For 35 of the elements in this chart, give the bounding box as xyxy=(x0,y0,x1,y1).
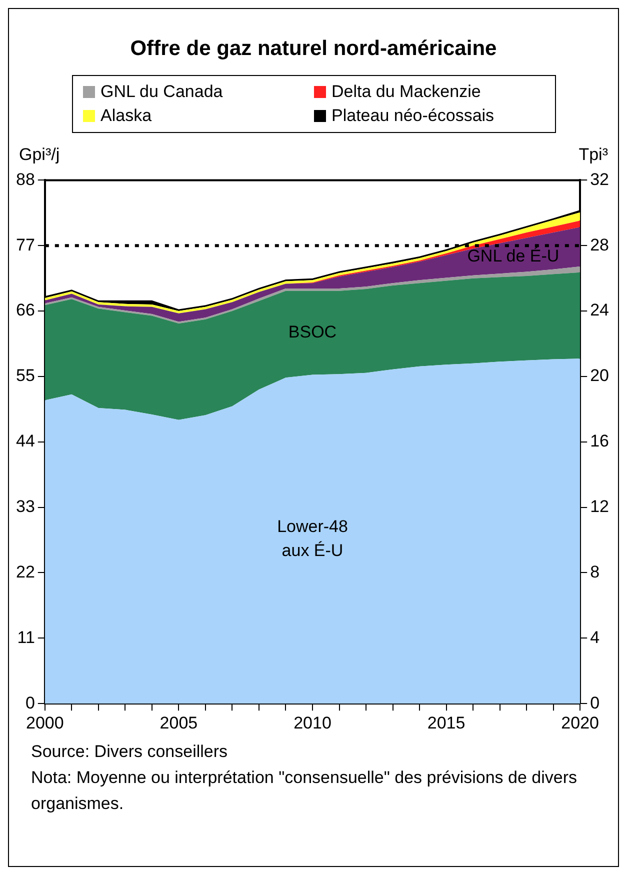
y2-tick-label: 32 xyxy=(590,170,610,189)
x-tick-label: 2000 xyxy=(26,713,64,732)
x-tick-label: 2010 xyxy=(294,713,332,732)
y2-tick-label: 8 xyxy=(590,562,600,582)
x-tick-label: 2015 xyxy=(427,713,466,732)
legend-label: Plateau néo-écossais xyxy=(332,106,494,126)
y2-tick-label: 0 xyxy=(590,693,600,712)
y-tick-label: 44 xyxy=(16,432,35,451)
source-note: Source: Divers conseillers xyxy=(31,741,229,763)
y-tick-label: 66 xyxy=(16,300,35,320)
y-axis-title: Gpi³/j xyxy=(19,145,60,166)
legend-label: GNL du Canada xyxy=(100,82,223,102)
y-tick-label: 11 xyxy=(17,628,35,647)
y2-tick-label: 16 xyxy=(590,432,610,451)
y-tick-label: 0 xyxy=(25,693,35,712)
y-tick-label: 88 xyxy=(16,170,35,189)
chart-title: Offre de gaz naturel nord-américaine xyxy=(129,37,498,61)
text: Nota: Moyenne ou interprétation "consensuelle" des prévisions de divers organismes. xyxy=(31,767,578,815)
y-tick-label: 77 xyxy=(16,235,35,254)
y-tick-label: 22 xyxy=(16,562,35,582)
y2-tick-label: 12 xyxy=(590,497,610,516)
y-tick-label: 55 xyxy=(16,366,35,386)
series-label: GNL de É-U xyxy=(467,246,560,266)
legend-label: Alaska xyxy=(100,106,152,126)
x-tick-label: 2020 xyxy=(561,713,600,732)
y-tick-label: 33 xyxy=(16,497,35,516)
y2-tick-label: 20 xyxy=(590,366,610,386)
series-label: Lower-48 aux É-U xyxy=(277,516,348,560)
legend-label: Delta du Mackenzie xyxy=(332,82,481,102)
y2-tick-label: 4 xyxy=(590,628,600,647)
x-tick-label: 2005 xyxy=(160,713,198,732)
series-label: BSOC xyxy=(288,322,337,342)
y2-tick-label: 24 xyxy=(590,300,610,320)
y2-tick-label: 28 xyxy=(590,235,610,254)
y2-axis-title: Tpi³ xyxy=(578,145,608,166)
